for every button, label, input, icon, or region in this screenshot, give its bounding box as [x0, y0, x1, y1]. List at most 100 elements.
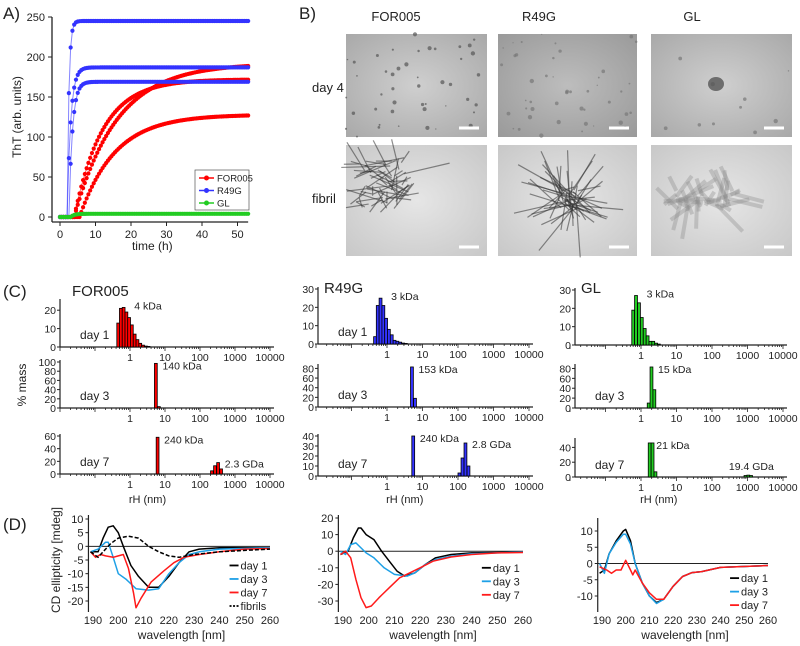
- x-tick-label: 260: [514, 615, 532, 627]
- data-point-FOR005: [88, 188, 93, 193]
- x-tick-label: 10000: [514, 349, 543, 361]
- x-tick-label: 10: [159, 479, 171, 491]
- x-tick-label: 1000: [482, 349, 506, 361]
- row-label: day 3: [595, 389, 625, 403]
- y-tick-label: 0: [50, 342, 56, 354]
- x-tick-label: 200: [617, 615, 635, 627]
- data-point-R49G: [73, 77, 79, 82]
- particle: [558, 49, 562, 53]
- fibril-strand: [558, 165, 562, 202]
- fibril-strand: [350, 160, 367, 167]
- histogram-bar: [155, 436, 160, 475]
- legend-label: GL: [217, 199, 230, 210]
- particle: [678, 56, 683, 61]
- histogram-bar: [389, 334, 394, 345]
- histogram-bar: [652, 389, 657, 409]
- y-tick-label: 20: [321, 513, 333, 525]
- y-axis-label: ThT (arb. units): [10, 76, 24, 158]
- x-tick-label: 100: [449, 412, 467, 424]
- particle: [404, 62, 409, 67]
- fibril-strand: [376, 174, 404, 189]
- histogram-bar: [639, 317, 644, 346]
- particle: [663, 126, 668, 131]
- particle: [539, 133, 544, 138]
- legend-label: day 3: [741, 587, 768, 599]
- data-point-R49G: [75, 90, 80, 95]
- x-tick-label: 190: [334, 615, 352, 627]
- data-point-R49G: [68, 161, 73, 166]
- x-tick-label: 1000: [736, 482, 760, 494]
- y-tick-label: 20: [559, 303, 571, 315]
- x-tick-label: 250: [236, 615, 254, 627]
- row-label: day 1: [338, 325, 368, 339]
- x-tick-label: 10000: [255, 352, 284, 364]
- fibril-strand: [714, 177, 727, 207]
- x-tick-label: 250: [488, 615, 506, 627]
- x-tick-label: 100: [703, 482, 721, 494]
- data-point-R49G: [72, 109, 77, 115]
- cd-curve-day7: [599, 559, 769, 601]
- histogram-bar: [154, 362, 158, 409]
- particle: [552, 56, 555, 60]
- histogram-bar: [395, 340, 400, 345]
- fibril-strand: [375, 182, 409, 196]
- particle: [422, 107, 427, 112]
- fibril-strand: [382, 163, 393, 177]
- y-tick-label: 200: [27, 52, 45, 64]
- x-tick-label: 260: [261, 615, 279, 627]
- aggregate: [708, 77, 724, 91]
- particle: [397, 125, 400, 127]
- y-tick-label: 150: [27, 92, 45, 104]
- x-tick-label: 240: [711, 615, 729, 627]
- y-tick-label: 0: [565, 340, 571, 352]
- fibril-strand: [567, 189, 591, 214]
- dls-title: R49G: [324, 280, 363, 297]
- fibril-strand: [663, 197, 686, 204]
- particle: [392, 100, 397, 105]
- particle: [472, 38, 476, 41]
- particle: [391, 48, 394, 51]
- fibril-strand: [355, 165, 377, 177]
- data-point-FOR005: [95, 138, 100, 143]
- fibril-strand: [706, 197, 722, 205]
- histogram-bar: [157, 406, 161, 409]
- y-tick-label: -20: [68, 596, 84, 608]
- cd-plot-1: -20 -15-10 -5 05 10 190 200 210 220 230 240 250 260 w…: [68, 514, 280, 642]
- y-tick-label: 0: [308, 402, 314, 414]
- fibril-strand: [683, 199, 691, 212]
- particle: [556, 119, 561, 125]
- data-point-FOR005: [89, 184, 95, 189]
- histogram-bar: [132, 333, 137, 348]
- y-tick-label: 0: [50, 469, 56, 481]
- size-annotation: 2.8 GDa: [472, 439, 511, 451]
- x-tick-label: 10: [671, 482, 683, 494]
- y-tick-label: 40: [559, 442, 571, 454]
- cd-curve-day1: [90, 525, 270, 589]
- x-tick-label: 10: [417, 412, 429, 424]
- x-tick-label: 210: [640, 615, 658, 627]
- row-label: day 3: [338, 388, 368, 402]
- particle: [352, 60, 356, 64]
- x-tick-label: 100: [191, 413, 209, 425]
- fibril-strand: [662, 192, 678, 207]
- particle: [753, 130, 757, 135]
- fibril-strand: [674, 174, 694, 199]
- x-tick-label: 1000: [482, 412, 506, 424]
- particle: [448, 82, 453, 87]
- fibril-strand: [341, 165, 391, 169]
- data-point-FOR005: [82, 171, 87, 177]
- particle: [474, 103, 478, 107]
- particle: [579, 106, 584, 111]
- x-tick-label: 1: [127, 352, 133, 364]
- y-tick-label: 40: [302, 383, 314, 395]
- row-label: day 7: [595, 458, 625, 472]
- fibril-strand: [398, 183, 413, 200]
- y-tick-label: 10: [44, 324, 56, 336]
- histogram-bar: [645, 335, 650, 346]
- x-tick-label: 50: [231, 229, 243, 241]
- fibril-strand: [566, 192, 603, 209]
- micrograph-GL-day4: [651, 34, 792, 137]
- particle: [544, 74, 548, 78]
- x-tick-label: 10000: [768, 482, 797, 494]
